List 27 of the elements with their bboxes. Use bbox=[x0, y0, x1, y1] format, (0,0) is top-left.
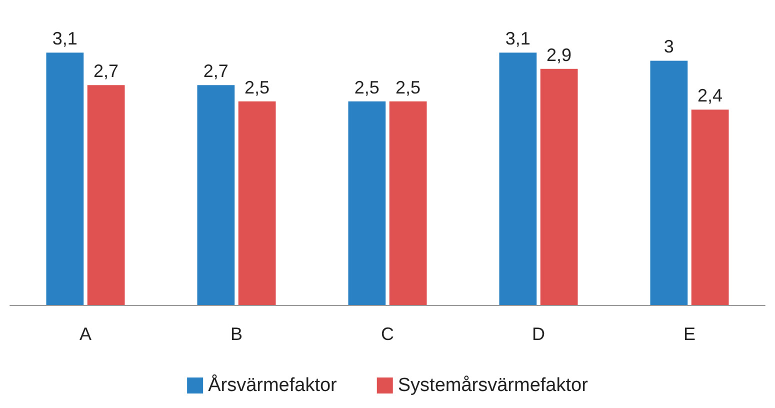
x-tick-label: E bbox=[683, 324, 696, 344]
data-label: 2,7 bbox=[94, 61, 119, 82]
data-label: 3 bbox=[664, 36, 674, 57]
bar bbox=[197, 85, 235, 305]
data-label: 2,4 bbox=[698, 86, 723, 106]
data-label: 2,5 bbox=[396, 77, 421, 98]
x-tick-label: B bbox=[230, 324, 243, 344]
data-label: 2,5 bbox=[354, 77, 380, 98]
bar bbox=[46, 52, 84, 305]
bar bbox=[238, 101, 276, 305]
bar bbox=[499, 52, 537, 305]
data-label: 3,1 bbox=[505, 28, 530, 49]
legend-label: Systemårsvärmefaktor bbox=[398, 375, 589, 396]
bar bbox=[87, 85, 125, 305]
bar bbox=[348, 101, 386, 305]
x-tick-label: D bbox=[532, 324, 545, 344]
x-tick-label: A bbox=[79, 324, 92, 344]
bar bbox=[650, 60, 688, 305]
legend-label: Årsvärmefaktor bbox=[208, 374, 338, 396]
data-label: 2,7 bbox=[203, 61, 228, 82]
data-label: 3,1 bbox=[52, 28, 78, 49]
data-label: 2,9 bbox=[546, 44, 572, 65]
x-tick-label: C bbox=[381, 324, 394, 344]
bar bbox=[540, 68, 578, 305]
bar bbox=[691, 110, 729, 305]
data-label: 2,5 bbox=[244, 77, 270, 98]
bar bbox=[389, 101, 427, 305]
